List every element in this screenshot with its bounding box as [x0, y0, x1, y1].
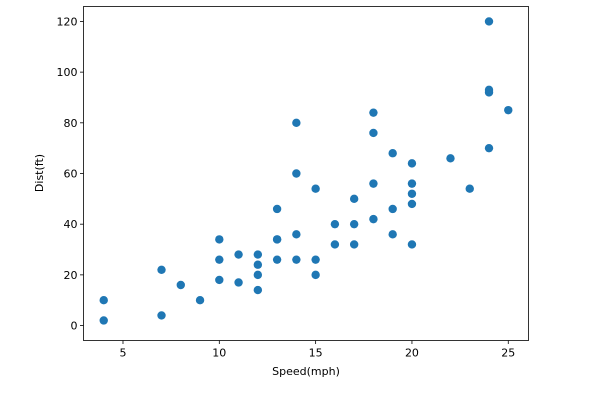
data-point	[253, 270, 263, 280]
data-point	[157, 311, 166, 320]
data-point	[407, 159, 417, 168]
data-point	[388, 230, 397, 239]
data-point	[215, 275, 224, 285]
data-point	[330, 240, 340, 249]
x-tick-label: 5	[119, 347, 126, 360]
data-point	[311, 270, 320, 280]
data-point	[292, 230, 301, 239]
data-point	[388, 149, 397, 158]
x-axis: 5 10 15 20 25	[119, 340, 515, 360]
y-tick-label: 0	[71, 320, 78, 333]
x-tick-label: 10	[212, 347, 226, 360]
y-tick-label: 20	[64, 269, 78, 282]
y-tick-label: 120	[57, 15, 78, 28]
data-point	[311, 255, 320, 264]
data-point	[446, 154, 455, 163]
data-point	[215, 235, 224, 244]
data-point	[465, 184, 474, 193]
data-point	[369, 214, 378, 224]
data-point	[176, 280, 185, 290]
data-point	[292, 169, 301, 178]
x-tick-label: 25	[501, 347, 515, 360]
points	[99, 17, 513, 325]
data-point	[272, 255, 282, 264]
data-point	[484, 17, 494, 26]
x-axis-label: Speed(mph)	[272, 365, 340, 378]
data-point	[292, 255, 301, 264]
data-point	[349, 194, 359, 204]
data-point	[349, 219, 359, 229]
data-point	[369, 128, 378, 138]
plot-frame	[83, 6, 529, 341]
data-point	[330, 219, 340, 229]
data-point	[195, 296, 205, 305]
data-point	[99, 296, 108, 305]
y-axis-label: Dist(ft)	[33, 154, 46, 192]
data-point	[99, 316, 108, 325]
x-tick-label: 20	[405, 347, 419, 360]
data-point	[407, 240, 417, 249]
data-point	[349, 240, 359, 249]
data-point	[311, 184, 320, 193]
data-point	[234, 278, 243, 287]
y-axis: 0 20 40 60 80 100 120	[57, 15, 84, 333]
data-point	[234, 250, 243, 259]
y-tick-label: 100	[57, 66, 78, 79]
data-point	[484, 143, 494, 153]
y-tick-label: 80	[64, 117, 78, 130]
data-point	[407, 179, 417, 188]
data-point	[369, 108, 378, 117]
data-point	[407, 189, 417, 198]
data-point	[369, 179, 378, 188]
data-point	[253, 250, 263, 259]
data-point	[407, 199, 417, 209]
data-point	[272, 235, 282, 244]
data-point	[504, 105, 513, 115]
x-tick-label: 15	[309, 347, 323, 360]
y-tick-label: 60	[64, 168, 78, 181]
data-point	[157, 265, 166, 274]
data-point	[292, 118, 301, 128]
data-point	[388, 204, 397, 214]
y-tick-label: 40	[64, 218, 78, 231]
data-point	[253, 260, 263, 269]
data-point	[253, 285, 263, 295]
data-point	[215, 255, 224, 264]
data-point	[484, 85, 494, 95]
data-point	[272, 204, 282, 214]
